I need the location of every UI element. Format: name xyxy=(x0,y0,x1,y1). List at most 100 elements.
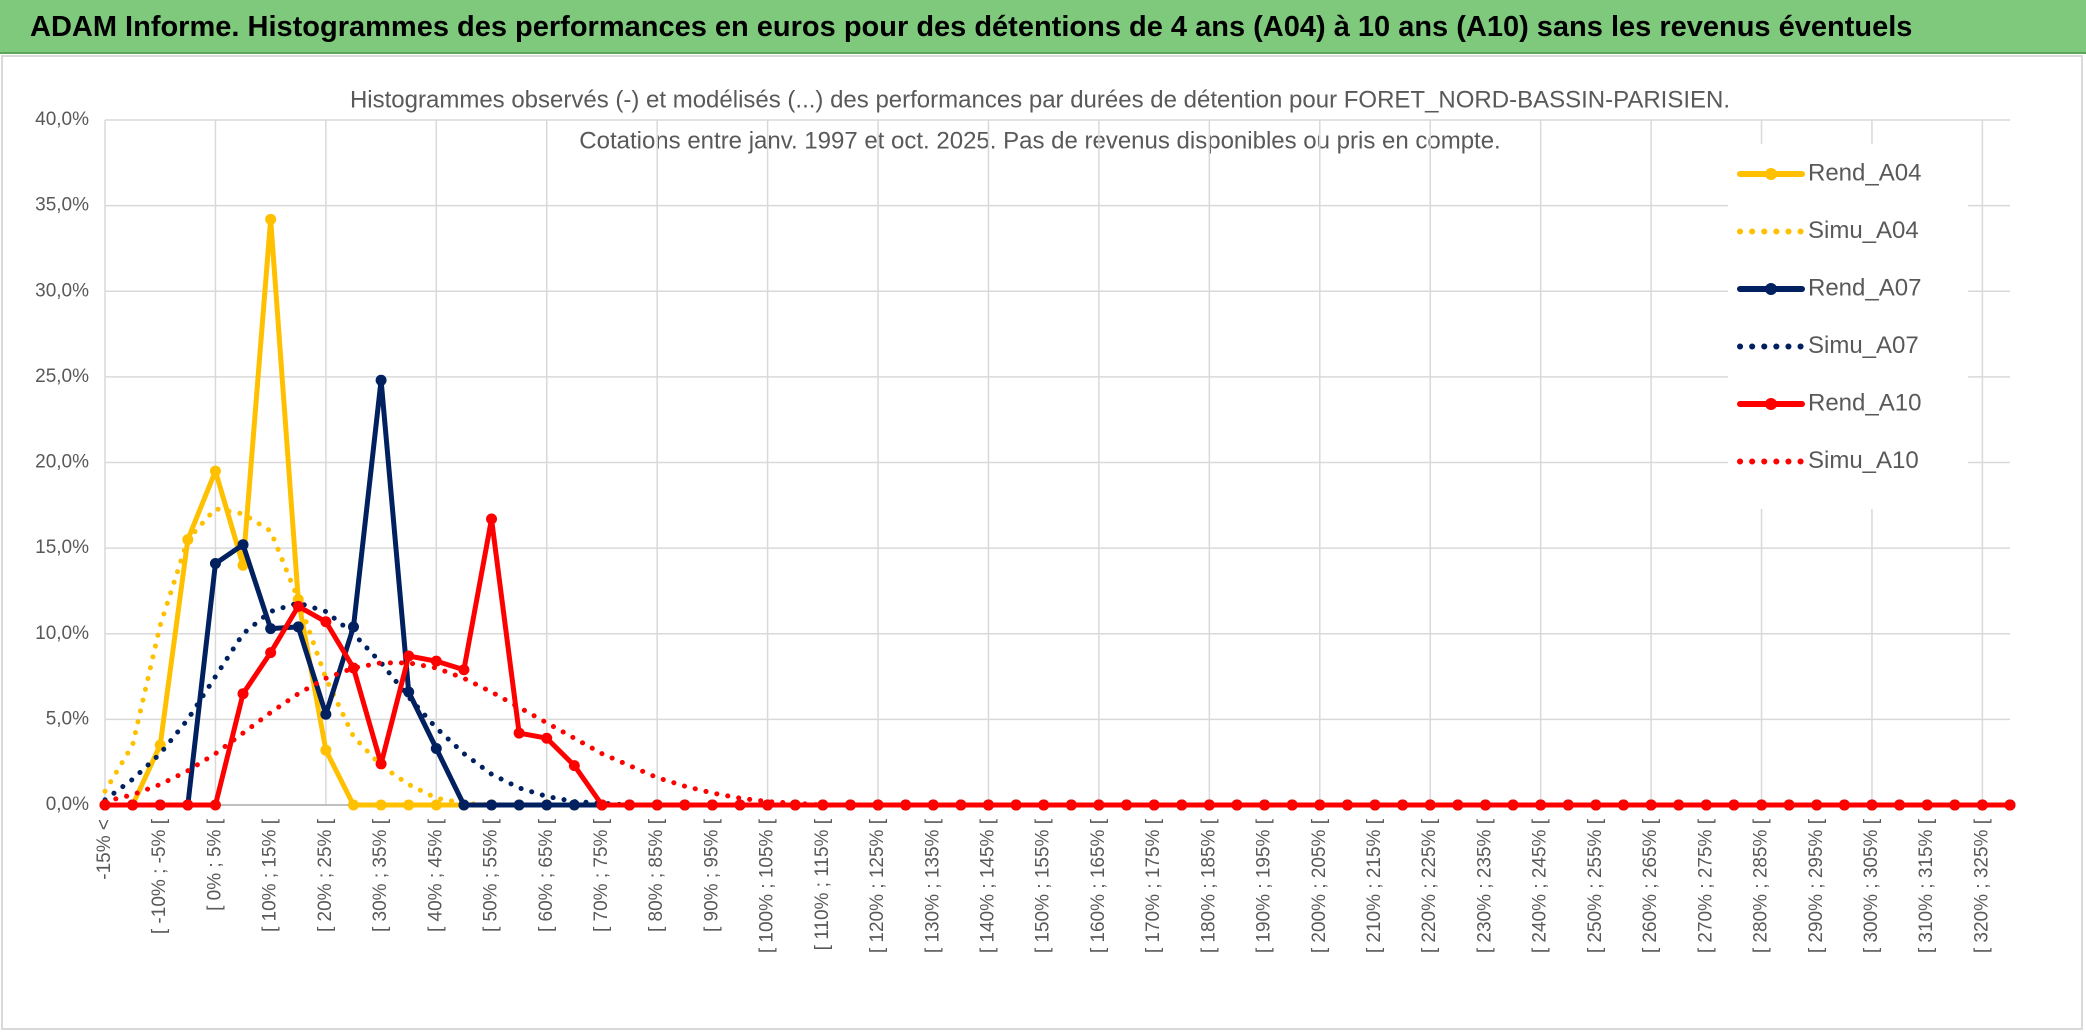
legend-marker xyxy=(1765,283,1777,295)
y-tick-label: 10,0% xyxy=(35,623,89,644)
point xyxy=(541,799,553,811)
point xyxy=(403,650,415,662)
point xyxy=(1590,799,1602,811)
x-tick-label: [ 20% ; 25% [ xyxy=(315,818,336,932)
point xyxy=(927,799,939,811)
x-tick-label: [ 270% ; 275% [ xyxy=(1695,818,1716,953)
point xyxy=(347,799,359,811)
x-tick-label: [ -10% ; -5% [ xyxy=(149,818,170,934)
x-tick-label: [ 110% ; 115% [ xyxy=(812,818,833,950)
x-tick-label: [ 160% ; 165% [ xyxy=(1088,818,1109,953)
point xyxy=(209,799,221,811)
point xyxy=(1314,799,1326,811)
x-tick-label: [ 70% ; 75% [ xyxy=(591,818,612,932)
point xyxy=(1148,799,1160,811)
point xyxy=(486,513,498,525)
y-tick-label: 5,0% xyxy=(46,708,89,729)
point xyxy=(624,799,636,811)
point xyxy=(265,647,277,659)
legend-label: Rend_A07 xyxy=(1808,274,1921,301)
point xyxy=(734,799,746,811)
point xyxy=(513,799,525,811)
x-tick-label: [ 150% ; 155% [ xyxy=(1033,818,1054,953)
point xyxy=(209,465,221,477)
y-tick-label: 0,0% xyxy=(46,794,89,815)
point xyxy=(706,799,718,811)
x-tick-label: -15% < xyxy=(94,819,115,880)
point xyxy=(596,799,608,811)
legend-label: Simu_A10 xyxy=(1808,447,1919,474)
chart: Histogrammes observés (-) et modélisés (… xyxy=(1,55,2083,1030)
x-tick-label: [ 170% ; 175% [ xyxy=(1143,818,1164,953)
x-tick-label: [ 290% ; 295% [ xyxy=(1806,818,1827,953)
point xyxy=(568,760,580,772)
legend-label: Simu_A07 xyxy=(1808,332,1919,359)
point xyxy=(679,799,691,811)
series-dotted xyxy=(102,660,2013,808)
y-tick-label: 30,0% xyxy=(35,280,89,301)
point xyxy=(403,686,415,698)
point xyxy=(541,732,553,744)
point xyxy=(182,799,194,811)
legend-label: Simu_A04 xyxy=(1808,217,1919,244)
point xyxy=(209,558,221,570)
x-tick-label: [ 90% ; 95% [ xyxy=(701,818,722,932)
x-tick-label: [ 180% ; 185% [ xyxy=(1198,818,1219,953)
x-tick-label: [ 30% ; 35% [ xyxy=(370,818,391,932)
legend-label: Rend_A10 xyxy=(1808,389,1921,416)
point xyxy=(458,799,470,811)
point xyxy=(1203,799,1215,811)
point xyxy=(292,621,304,633)
chart-title: Histogrammes observés (-) et modélisés (… xyxy=(350,86,1730,113)
point xyxy=(292,600,304,612)
x-tick-label: [ 310% ; 315% [ xyxy=(1916,818,1937,953)
x-tick-label: [ 300% ; 305% [ xyxy=(1861,818,1882,953)
point xyxy=(375,758,387,770)
y-tick-label: 15,0% xyxy=(35,537,89,558)
x-tick-label: [ 190% ; 195% [ xyxy=(1254,818,1275,953)
point xyxy=(1535,799,1547,811)
point xyxy=(1038,799,1050,811)
x-tick-label: [ 220% ; 225% [ xyxy=(1419,818,1440,953)
point xyxy=(430,655,442,667)
point xyxy=(237,688,249,700)
point xyxy=(1093,799,1105,811)
y-tick-label: 25,0% xyxy=(35,366,89,387)
point xyxy=(99,799,111,811)
point xyxy=(651,799,663,811)
x-tick-label: [ 50% ; 55% [ xyxy=(481,818,502,932)
x-tick-label: [ 240% ; 245% [ xyxy=(1530,818,1551,953)
x-tick-label: [ 60% ; 65% [ xyxy=(536,818,557,932)
point xyxy=(237,539,249,551)
legend-marker xyxy=(1765,398,1777,410)
y-tick-label: 40,0% xyxy=(35,109,89,130)
point xyxy=(982,799,994,811)
x-tick-label: [ 130% ; 135% [ xyxy=(922,818,943,953)
y-tick-label: 35,0% xyxy=(35,195,89,216)
point xyxy=(320,708,332,720)
x-tick-label: [ 140% ; 145% [ xyxy=(977,818,998,953)
point xyxy=(1562,799,1574,811)
chart-subtitle: Cotations entre janv. 1997 et oct. 2025.… xyxy=(579,127,1500,154)
point xyxy=(320,616,332,628)
point xyxy=(265,623,277,635)
point xyxy=(403,799,415,811)
point xyxy=(1424,799,1436,811)
point xyxy=(1673,799,1685,811)
x-tick-label: [ 250% ; 255% [ xyxy=(1585,818,1606,953)
point xyxy=(1617,799,1629,811)
point xyxy=(872,799,884,811)
point xyxy=(1479,799,1491,811)
x-tick-label: [ 260% ; 265% [ xyxy=(1640,818,1661,953)
point xyxy=(237,559,249,571)
point xyxy=(1949,799,1961,811)
x-tick-label: [ 40% ; 45% [ xyxy=(425,818,446,932)
point xyxy=(2004,799,2016,811)
point xyxy=(817,799,829,811)
point xyxy=(486,799,498,811)
point xyxy=(1728,799,1740,811)
x-tick-label: [ 100% ; 105% [ xyxy=(757,818,778,953)
point xyxy=(347,621,359,633)
point xyxy=(320,744,332,756)
